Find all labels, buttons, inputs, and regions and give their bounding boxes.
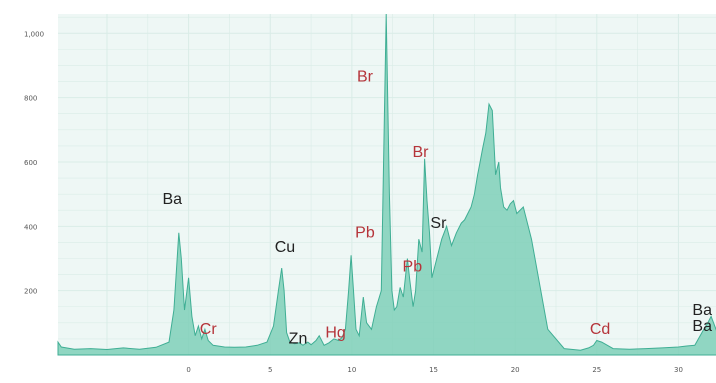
- peak-label-cr: Cr: [200, 321, 218, 338]
- peak-label-hg: Hg: [325, 324, 345, 341]
- peak-label-cd: Cd: [590, 321, 610, 338]
- y-tick-label: 800: [24, 95, 37, 103]
- spectrum-area: [57, 13, 716, 356]
- peak-label-ba: Ba: [163, 191, 183, 208]
- x-tick-label: 5: [268, 366, 272, 374]
- peak-label-ba: Ba: [692, 318, 712, 335]
- spectrum-fill: [57, 13, 716, 356]
- y-tick-label: 1,000: [24, 30, 44, 38]
- x-tick-label: 15: [429, 366, 438, 374]
- y-tick-label: 400: [24, 223, 37, 231]
- x-tick-label: 20: [511, 366, 520, 374]
- x-tick-label: 25: [592, 366, 601, 374]
- peak-label-pb: Pb: [355, 225, 375, 242]
- y-tick-label: 200: [24, 288, 37, 296]
- peak-label-zn: Zn: [289, 331, 308, 348]
- peak-label-cu: Cu: [275, 239, 295, 256]
- peak-label-ba: Ba: [692, 302, 712, 319]
- y-tick-label: 600: [24, 159, 37, 167]
- peak-label-sr: Sr: [430, 215, 447, 232]
- peak-label-br: Br: [412, 144, 429, 161]
- x-tick-label: 10: [347, 366, 356, 374]
- peak-label-pb: Pb: [403, 258, 423, 275]
- tick-labels: 200 400 600 800 1,000 0 5 10 15 20 25 30: [24, 30, 683, 374]
- peak-label-br: Br: [357, 69, 374, 86]
- x-tick-label: 30: [674, 366, 683, 374]
- x-tick-label: 0: [186, 366, 190, 374]
